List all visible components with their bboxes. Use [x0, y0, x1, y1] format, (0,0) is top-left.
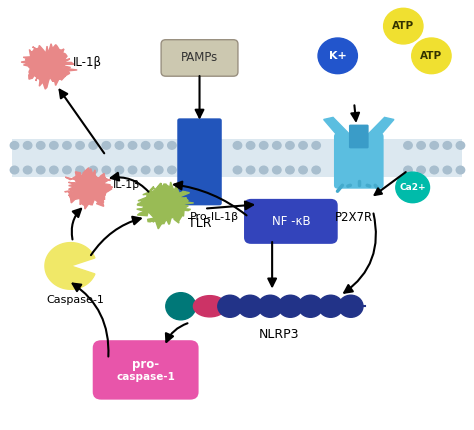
Text: pro-: pro- [132, 358, 159, 372]
Circle shape [430, 141, 438, 149]
Text: TLR: TLR [188, 217, 211, 230]
Circle shape [50, 141, 58, 149]
Circle shape [417, 166, 425, 174]
Text: NLRP3: NLRP3 [259, 329, 300, 341]
FancyBboxPatch shape [244, 199, 337, 244]
Circle shape [50, 166, 58, 174]
Circle shape [258, 295, 283, 317]
Circle shape [396, 172, 429, 203]
Polygon shape [21, 44, 77, 89]
FancyBboxPatch shape [161, 40, 238, 76]
Text: PAMPs: PAMPs [181, 52, 218, 64]
Circle shape [102, 141, 110, 149]
Circle shape [443, 141, 452, 149]
Circle shape [246, 141, 255, 149]
Circle shape [319, 295, 343, 317]
Text: P2X7R: P2X7R [335, 211, 373, 224]
Circle shape [246, 166, 255, 174]
Circle shape [89, 166, 97, 174]
Circle shape [383, 8, 423, 44]
Circle shape [23, 166, 32, 174]
FancyBboxPatch shape [334, 133, 383, 189]
Circle shape [233, 141, 242, 149]
Circle shape [155, 166, 163, 174]
Circle shape [259, 141, 268, 149]
Polygon shape [137, 182, 194, 229]
Ellipse shape [193, 296, 226, 317]
Text: IL-1β: IL-1β [73, 56, 102, 69]
Circle shape [299, 141, 307, 149]
Circle shape [168, 141, 176, 149]
Circle shape [312, 141, 320, 149]
Text: NF -κB: NF -κB [272, 215, 310, 228]
Text: IL-1β: IL-1β [113, 180, 140, 190]
Circle shape [312, 166, 320, 174]
Circle shape [286, 141, 294, 149]
Circle shape [115, 166, 124, 174]
Circle shape [36, 166, 45, 174]
Polygon shape [45, 243, 95, 289]
Circle shape [168, 166, 176, 174]
Circle shape [218, 295, 242, 317]
Circle shape [102, 166, 110, 174]
Text: ATP: ATP [392, 21, 414, 31]
Circle shape [412, 38, 451, 74]
Circle shape [318, 38, 357, 74]
Circle shape [443, 166, 452, 174]
Text: caspase-1: caspase-1 [116, 372, 175, 382]
Circle shape [10, 141, 18, 149]
Circle shape [298, 295, 323, 317]
Text: Ca2+: Ca2+ [400, 183, 426, 192]
Circle shape [23, 141, 32, 149]
FancyBboxPatch shape [12, 138, 462, 177]
Circle shape [238, 295, 262, 317]
Polygon shape [64, 168, 113, 209]
FancyBboxPatch shape [349, 125, 369, 148]
Circle shape [278, 295, 302, 317]
Text: Caspase-1: Caspase-1 [46, 295, 104, 305]
Circle shape [404, 166, 412, 174]
Circle shape [89, 141, 97, 149]
Text: K+: K+ [329, 51, 346, 61]
FancyBboxPatch shape [177, 118, 222, 206]
Circle shape [155, 141, 163, 149]
Circle shape [430, 166, 438, 174]
Circle shape [76, 141, 84, 149]
FancyBboxPatch shape [93, 340, 199, 399]
Polygon shape [324, 117, 352, 138]
Circle shape [404, 141, 412, 149]
Circle shape [417, 141, 425, 149]
Circle shape [299, 166, 307, 174]
Circle shape [456, 166, 465, 174]
Circle shape [338, 295, 363, 317]
Circle shape [36, 141, 45, 149]
Circle shape [63, 166, 71, 174]
Circle shape [233, 166, 242, 174]
Circle shape [10, 166, 18, 174]
Circle shape [273, 141, 281, 149]
Circle shape [128, 166, 137, 174]
Circle shape [63, 141, 71, 149]
Circle shape [259, 166, 268, 174]
Circle shape [273, 166, 281, 174]
Circle shape [128, 141, 137, 149]
Circle shape [141, 141, 150, 149]
Circle shape [286, 166, 294, 174]
Circle shape [456, 141, 465, 149]
Circle shape [141, 166, 150, 174]
Text: ATP: ATP [420, 51, 442, 61]
Circle shape [76, 166, 84, 174]
Circle shape [166, 293, 196, 320]
Circle shape [115, 141, 124, 149]
Text: Pro-IL-1β: Pro-IL-1β [190, 212, 239, 222]
Polygon shape [366, 117, 394, 138]
